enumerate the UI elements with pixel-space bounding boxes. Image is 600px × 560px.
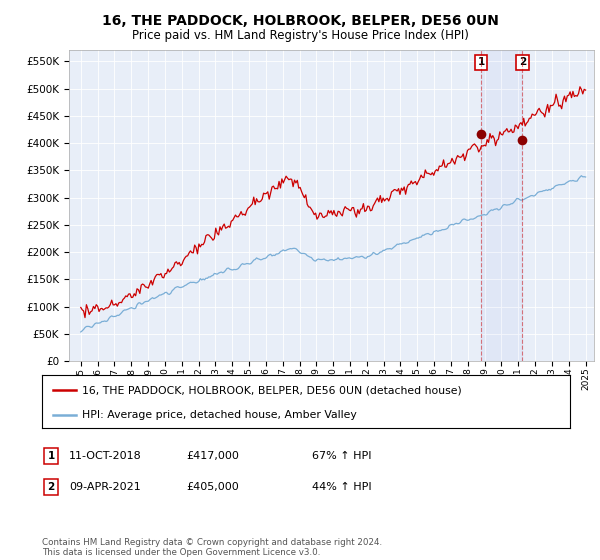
Text: 44% ↑ HPI: 44% ↑ HPI	[312, 482, 371, 492]
Text: 16, THE PADDOCK, HOLBROOK, BELPER, DE56 0UN: 16, THE PADDOCK, HOLBROOK, BELPER, DE56 …	[101, 14, 499, 28]
Text: 2: 2	[47, 482, 55, 492]
Text: £405,000: £405,000	[186, 482, 239, 492]
Text: 09-APR-2021: 09-APR-2021	[69, 482, 141, 492]
Text: Contains HM Land Registry data © Crown copyright and database right 2024.
This d: Contains HM Land Registry data © Crown c…	[42, 538, 382, 557]
Text: 2: 2	[519, 57, 526, 67]
Text: 16, THE PADDOCK, HOLBROOK, BELPER, DE56 0UN (detached house): 16, THE PADDOCK, HOLBROOK, BELPER, DE56 …	[82, 385, 461, 395]
Text: HPI: Average price, detached house, Amber Valley: HPI: Average price, detached house, Ambe…	[82, 410, 356, 420]
Text: 67% ↑ HPI: 67% ↑ HPI	[312, 451, 371, 461]
Text: 1: 1	[47, 451, 55, 461]
Text: £417,000: £417,000	[186, 451, 239, 461]
Text: 11-OCT-2018: 11-OCT-2018	[69, 451, 142, 461]
Text: Price paid vs. HM Land Registry's House Price Index (HPI): Price paid vs. HM Land Registry's House …	[131, 29, 469, 42]
Bar	[481, 50, 523, 361]
Text: 1: 1	[478, 57, 485, 67]
